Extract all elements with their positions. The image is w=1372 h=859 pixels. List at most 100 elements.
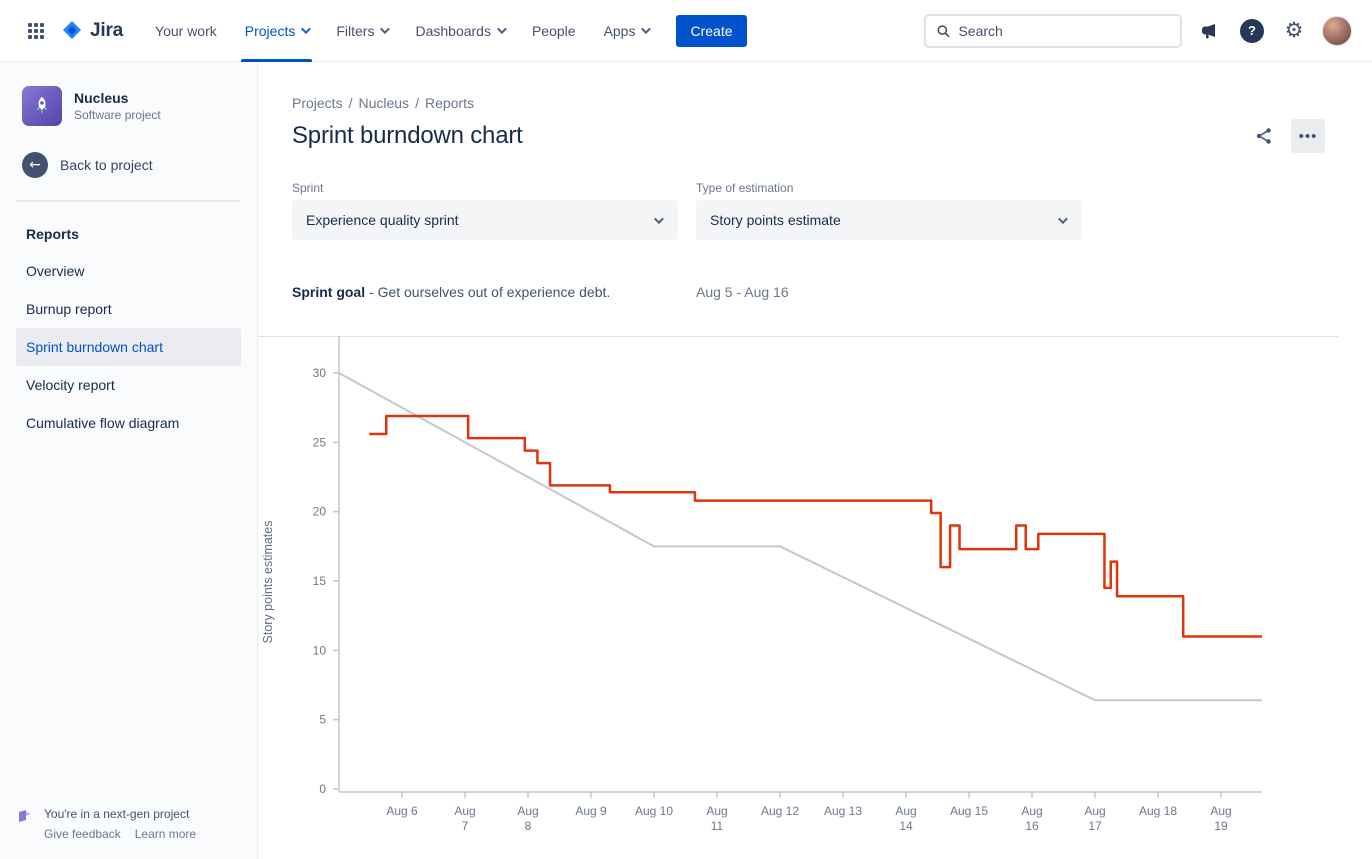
primary-nav: Your work Projects Filters Dashboards Pe… <box>141 0 662 62</box>
sidebar-divider <box>16 200 241 202</box>
back-label: Back to project <box>60 157 153 173</box>
nav-label: People <box>531 22 576 39</box>
learn-more-link[interactable]: Learn more <box>134 827 197 841</box>
jira-mark-icon <box>63 20 81 39</box>
nav-label: Your work <box>155 22 217 39</box>
svg-text:Aug 10: Aug 10 <box>635 804 673 818</box>
rocket-icon <box>36 97 48 114</box>
sprint-select-value: Experience quality sprint <box>306 212 459 228</box>
svg-text:Aug: Aug <box>1210 804 1231 818</box>
svg-text:Aug: Aug <box>1084 804 1105 818</box>
title-actions: ••• <box>1247 119 1325 153</box>
svg-text:10: 10 <box>313 643 327 657</box>
svg-text:14: 14 <box>899 819 913 833</box>
svg-text:Aug: Aug <box>1021 804 1042 818</box>
svg-text:Aug 13: Aug 13 <box>824 804 862 818</box>
breadcrumb-separator: / <box>415 95 419 111</box>
chevron-down-icon <box>653 213 664 224</box>
project-sidebar: Nucleus Software project ← Back to proje… <box>0 62 258 859</box>
nav-projects[interactable]: Projects <box>231 0 323 62</box>
project-avatar <box>22 86 62 126</box>
nav-filters[interactable]: Filters <box>322 0 401 62</box>
sprint-date-range: Aug 5 - Aug 16 <box>696 284 789 300</box>
next-gen-message: You're in a next-gen project <box>44 807 190 821</box>
project-meta: Nucleus Software project <box>74 90 161 122</box>
settings-button[interactable]: ⚙ <box>1280 17 1308 45</box>
announcements-button[interactable] <box>1196 17 1224 45</box>
nav-label: Dashboards <box>415 22 491 39</box>
svg-text:Aug 18: Aug 18 <box>1139 804 1177 818</box>
estimation-select-value: Story points estimate <box>710 212 841 228</box>
ellipsis-icon: ••• <box>1298 127 1318 145</box>
create-button[interactable]: Create <box>676 14 747 47</box>
breadcrumb-projects[interactable]: Projects <box>292 95 343 111</box>
question-icon: ? <box>1240 18 1264 43</box>
sidebar-item-burnup-report[interactable]: Burnup report <box>26 301 112 317</box>
svg-text:Aug: Aug <box>517 804 538 818</box>
breadcrumb-reports[interactable]: Reports <box>424 95 474 111</box>
nav-label: Projects <box>244 22 296 39</box>
user-avatar[interactable] <box>1322 15 1352 46</box>
svg-text:Aug 6: Aug 6 <box>386 804 418 818</box>
app-switcher-icon[interactable] <box>20 15 52 47</box>
nav-people[interactable]: People <box>518 0 590 62</box>
svg-text:17: 17 <box>1088 819 1102 833</box>
svg-text:8: 8 <box>525 819 532 833</box>
gear-icon: ⚙ <box>1284 18 1304 42</box>
sidebar-item-overview[interactable]: Overview <box>26 263 85 279</box>
nav-dashboards[interactable]: Dashboards <box>401 0 518 62</box>
svg-text:Aug 12: Aug 12 <box>761 804 799 818</box>
sidebar-item-cumulative-flow-diagram[interactable]: Cumulative flow diagram <box>26 415 180 431</box>
footer-text-block: You're in a next-gen project Give feedba… <box>44 807 196 841</box>
jira-logo[interactable]: Jira <box>60 19 123 43</box>
chevron-down-icon <box>496 24 507 35</box>
search-box[interactable] <box>924 13 1182 48</box>
help-button[interactable]: ? <box>1238 17 1266 45</box>
search-input[interactable] <box>958 22 1170 39</box>
nav-right-cluster: ? ⚙ <box>924 13 1352 48</box>
sprint-field-label: Sprint <box>292 181 324 195</box>
estimation-select[interactable]: Story points estimate <box>696 200 1082 240</box>
give-feedback-link[interactable]: Give feedback <box>44 827 121 841</box>
nav-apps[interactable]: Apps <box>590 0 663 62</box>
back-arrow-icon: ← <box>22 152 48 178</box>
svg-text:16: 16 <box>1025 819 1039 833</box>
nav-your-work[interactable]: Your work <box>141 0 231 62</box>
chevron-down-icon <box>301 24 312 35</box>
grid-icon <box>28 22 44 39</box>
megaphone-icon <box>1202 23 1215 38</box>
sidebar-item-velocity-report[interactable]: Velocity report <box>26 377 115 393</box>
nav-label: Apps <box>603 22 636 39</box>
svg-text:Aug: Aug <box>454 804 475 818</box>
back-to-project-button[interactable]: ← Back to project <box>22 152 241 178</box>
search-icon <box>937 24 950 37</box>
chevron-down-icon <box>1057 213 1068 224</box>
svg-text:Aug: Aug <box>895 804 916 818</box>
nav-label: Filters <box>336 22 375 39</box>
sprint-goal-text: - Get ourselves out of experience debt. <box>369 284 611 300</box>
burndown-chart: 0 5 10 15 20 25 30 Aug 6 Aug 7 Aug 8 Aug 9 Aug 10 Aug 1… <box>258 336 1372 859</box>
flag-icon <box>19 810 31 822</box>
breadcrumb: Projects / Nucleus / Reports <box>258 95 1372 111</box>
more-actions-button[interactable]: ••• <box>1291 119 1325 153</box>
top-navigation: Jira Your work Projects Filters Dashboar… <box>0 0 1372 62</box>
svg-text:Aug 9: Aug 9 <box>575 804 607 818</box>
share-button[interactable] <box>1247 119 1281 153</box>
svg-text:0: 0 <box>319 782 326 796</box>
sprint-field: Sprint Experience quality sprint <box>292 181 678 240</box>
breadcrumb-nucleus[interactable]: Nucleus <box>358 95 410 111</box>
svg-text:20: 20 <box>313 505 327 519</box>
sidebar-item-sprint-burndown-chart[interactable]: Sprint burndown chart <box>16 328 241 366</box>
estimation-field: Type of estimation Story points estimate <box>696 181 1082 240</box>
svg-text:7: 7 <box>462 819 469 833</box>
sprint-select[interactable]: Experience quality sprint <box>292 200 678 240</box>
sidebar-footer: You're in a next-gen project Give feedba… <box>16 807 196 841</box>
svg-text:5: 5 <box>319 713 326 727</box>
logo-text: Jira <box>90 19 124 41</box>
filter-row: Sprint Experience quality sprint Type of… <box>258 181 1372 240</box>
svg-text:Aug 15: Aug 15 <box>950 804 988 818</box>
sprint-goal-row: Sprint goal - Get ourselves out of exper… <box>258 284 1372 300</box>
project-name: Nucleus <box>74 90 129 106</box>
svg-text:19: 19 <box>1214 819 1228 833</box>
svg-text:Story points estimates: Story points estimates <box>261 521 275 644</box>
